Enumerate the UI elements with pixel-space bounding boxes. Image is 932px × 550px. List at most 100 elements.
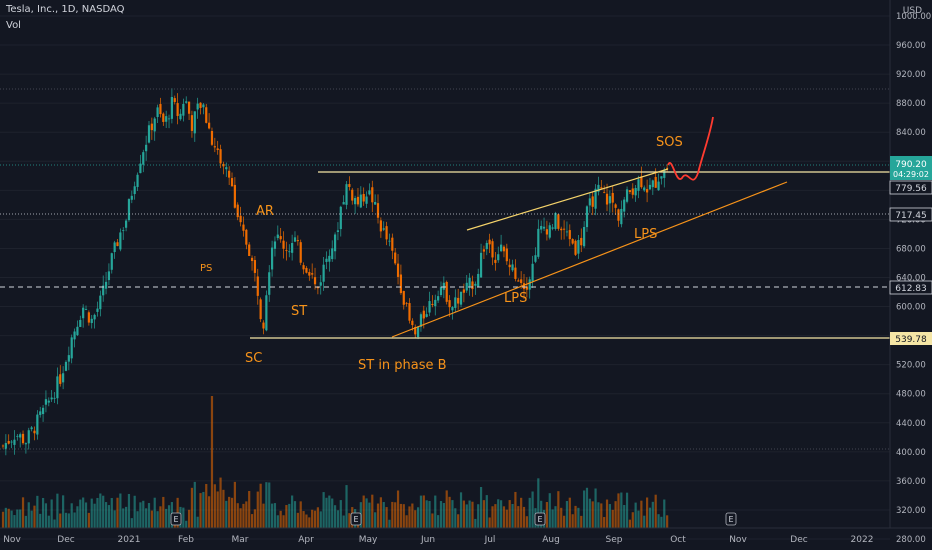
volume-bar [156,511,159,528]
candle-body [299,242,302,263]
candle-body [494,259,497,263]
candle-body [342,202,345,205]
earnings-marker[interactable] [350,512,362,526]
candle-body [574,240,577,255]
candle-body [248,244,251,256]
candle-body [580,237,583,246]
volume-bar [219,477,222,528]
volume-bar [230,497,234,528]
candle-body [385,226,388,240]
volume-bar [302,511,305,528]
candle-body [600,187,603,189]
volume-bar [611,509,614,528]
candle-body [459,291,463,305]
candle-body [127,199,131,221]
volume-bar [328,495,331,528]
price-axis[interactable]: 1000.00960.00920.00880.00840.00800.00760… [889,0,931,545]
candle-body [663,169,666,178]
volume-bar [122,508,125,528]
candle-body [651,180,654,188]
candle-body [445,281,448,302]
volume-bar [468,500,471,528]
candle-body [331,248,334,260]
candle-body [19,434,22,438]
time-axis[interactable]: Nov Dec 2021 Feb Mar Apr May Jun Jul Aug Sep Oct Nov… [0,527,932,545]
volume-bar [325,497,328,528]
volume-bar [82,497,85,528]
candle-body [313,277,317,285]
candle-body [33,430,36,434]
horizontal-levels [0,88,890,450]
volume-bar [250,514,254,528]
volume-bar [124,506,128,528]
candle-body [173,98,176,102]
volume-bar [479,487,483,528]
candle-body [122,230,125,231]
symbol-title: Tesla, Inc., 1D, NASDAQ [6,4,125,15]
volume-bar [485,495,488,528]
volume-bar [107,505,111,528]
earnings-marker[interactable] [725,512,737,526]
price-tick: 360.00 [896,477,926,487]
level-value-4: 539.78 [895,335,927,345]
volume-bar [623,505,626,528]
volume-bar [259,483,262,528]
volume-bar [482,500,486,528]
candle-body [62,373,65,383]
volume-bar [322,492,325,528]
label-ar: AR [256,204,274,219]
candle-body [497,254,500,261]
volume-bar [371,494,374,528]
volume-bar [44,503,48,528]
volume-bar [213,484,216,528]
volume-bar [190,487,194,528]
volume-bar [580,515,583,528]
candle-body [44,399,48,405]
candle-body [208,122,211,129]
volume-bar [333,505,337,528]
volume-bar [465,504,468,528]
time-tick: Nov [729,535,747,545]
candle-body [471,281,474,290]
candle-body [170,96,173,119]
candle-body [107,271,111,281]
earnings-marker[interactable] [170,512,182,526]
volume-bar [273,503,277,528]
time-tick: Aug [542,535,560,545]
volume-bar [233,481,236,528]
volume-bar [645,497,649,528]
volume-bar [145,508,148,528]
candle-body [568,230,571,240]
candle-body [308,272,311,276]
volume-bar [16,509,19,528]
candle-body [368,190,371,195]
candle-body [156,107,159,117]
label-lps-2: LPS [634,227,657,242]
volume-bar [522,506,526,528]
volume-bar [362,495,365,528]
candle-body [187,101,191,114]
level-tag-3 [889,280,932,295]
candle-body [36,414,39,435]
candle-body [70,337,73,359]
volume-bar [279,510,282,528]
candle-body [431,303,434,305]
time-tick: Sep [606,535,623,545]
candle-body [402,290,405,305]
candle-body [233,184,236,208]
earnings-marker[interactable] [534,512,546,526]
volume-bar [67,513,70,528]
candle-body [265,295,268,331]
candle-body [165,116,168,122]
volume-bar [73,512,76,528]
candle-body [411,320,414,326]
label-st: ST [291,304,307,319]
volume-bar [471,501,474,528]
volume-bar [428,501,431,528]
candle-body [405,302,408,304]
volume-bar [488,517,491,528]
time-tick: Nov [3,535,21,545]
volume-bar [291,495,294,528]
